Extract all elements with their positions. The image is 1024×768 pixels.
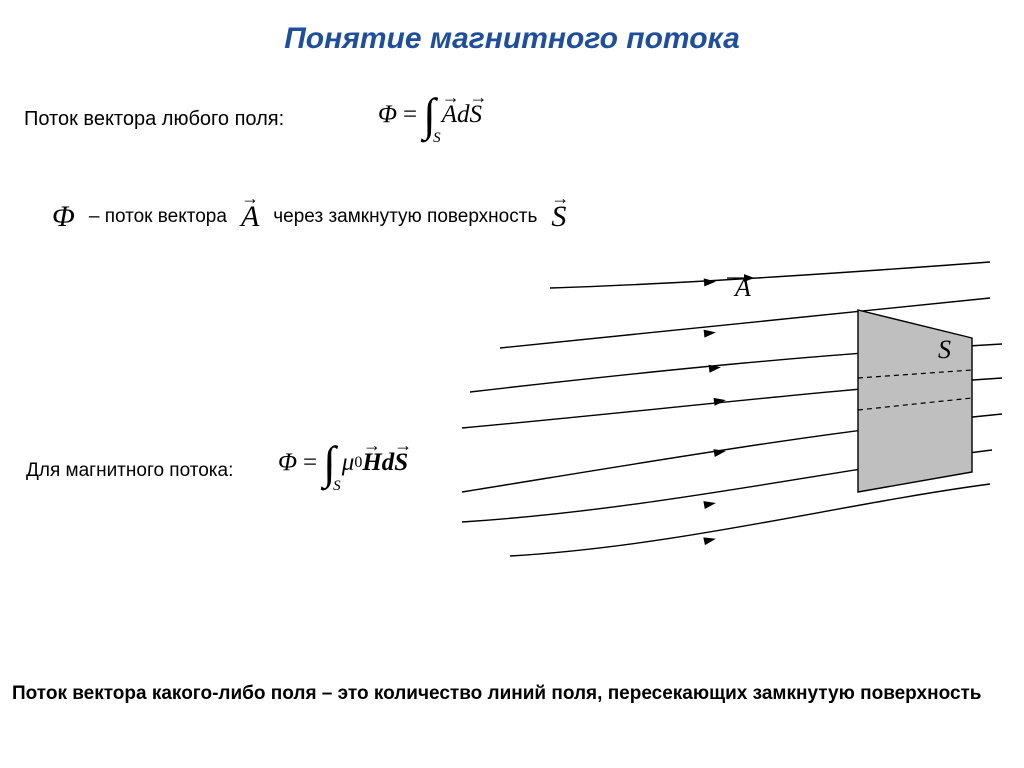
magnetic-flux-equation: Φ = ∫S μ0 →H d →S <box>278 440 408 486</box>
phi-symbol-2: Φ <box>278 449 297 477</box>
mu-symbol: μ <box>342 449 355 477</box>
d-symbol-2: d <box>382 449 395 477</box>
flux-integral-equation: Φ = ∫S →A d →S <box>378 92 482 138</box>
vector-A: →A <box>442 101 457 129</box>
flux-summary-text: Поток вектора какого-либо поля – это кол… <box>12 680 1004 708</box>
phi-big: Φ <box>52 200 75 234</box>
flux-definition-row: Φ – поток вектора →A через замкнутую пов… <box>52 200 566 234</box>
field-lines-diagram: A S <box>460 260 1005 560</box>
vector-S: →S <box>470 101 483 129</box>
integral-sign-2: ∫S <box>323 440 336 486</box>
vector-S-2: →S <box>394 449 408 477</box>
phi-symbol: Φ <box>378 101 397 129</box>
vector-A-big: →A <box>241 200 259 234</box>
magnetic-flux-label: Для магнитного потока: <box>26 460 233 482</box>
equals-sign: = <box>397 101 423 129</box>
vector-S-big: →S <box>551 200 566 234</box>
flux-any-field-label: Поток вектора любого поля: <box>24 108 284 131</box>
svg-text:A: A <box>733 273 751 302</box>
text-flux-of-vector: – поток вектора <box>89 206 227 228</box>
svg-text:S: S <box>938 335 951 364</box>
vector-H: →H <box>362 449 381 477</box>
equals-sign-2: = <box>297 449 323 477</box>
text-through-surface: через замкнутую поверхность <box>273 206 537 228</box>
integral-sign: ∫S <box>423 92 436 138</box>
slide-title: Понятие магнитного потока <box>0 0 1024 56</box>
